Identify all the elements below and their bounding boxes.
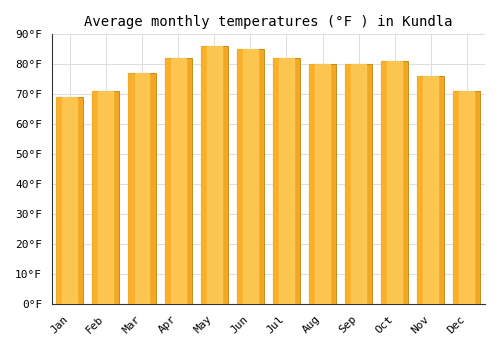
Bar — [418, 76, 422, 304]
Bar — [345, 64, 350, 304]
Bar — [134, 73, 150, 304]
Bar — [351, 64, 366, 304]
Bar — [460, 91, 474, 304]
Bar — [200, 46, 205, 304]
Bar — [381, 61, 386, 304]
Title: Average monthly temperatures (°F ) in Kundla: Average monthly temperatures (°F ) in Ku… — [84, 15, 452, 29]
Bar — [62, 97, 77, 304]
Bar — [345, 64, 372, 304]
Bar — [237, 49, 242, 304]
Bar — [128, 73, 134, 304]
Bar — [388, 61, 402, 304]
Bar — [315, 64, 330, 304]
Bar — [424, 76, 438, 304]
Bar — [454, 91, 480, 304]
Bar — [454, 91, 458, 304]
Bar — [237, 49, 264, 304]
Bar — [170, 58, 186, 304]
Bar — [164, 58, 192, 304]
Bar — [243, 49, 258, 304]
Bar — [207, 46, 222, 304]
Bar — [92, 91, 120, 304]
Bar — [418, 76, 444, 304]
Bar — [164, 58, 170, 304]
Bar — [56, 97, 61, 304]
Bar — [56, 97, 84, 304]
Bar — [128, 73, 156, 304]
Bar — [200, 46, 228, 304]
Bar — [273, 58, 278, 304]
Bar — [309, 64, 336, 304]
Bar — [98, 91, 114, 304]
Bar — [309, 64, 314, 304]
Bar — [279, 58, 294, 304]
Bar — [381, 61, 408, 304]
Bar — [92, 91, 97, 304]
Bar — [273, 58, 300, 304]
